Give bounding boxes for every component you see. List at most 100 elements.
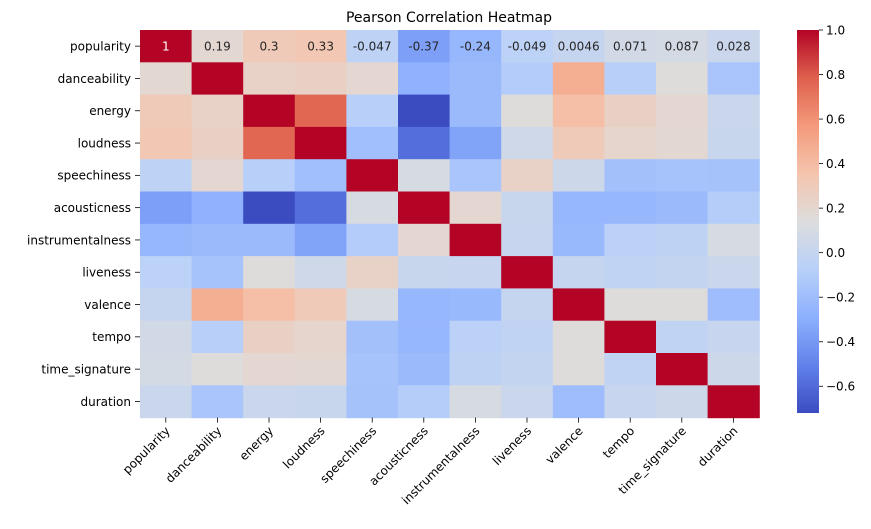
y-tick-label: speechiness — [57, 169, 131, 183]
heatmap-cell — [346, 320, 399, 354]
cell-value-label: -0.37 — [408, 40, 439, 54]
heatmap-cell — [243, 94, 296, 128]
heatmap-cell — [656, 94, 709, 128]
colorbar: 1.0 0.8 0.6 0.4 0.2 0.0 −0.2 −0.4 −0.6 — [797, 23, 855, 413]
heatmap-cell — [501, 353, 554, 386]
heatmap-cell — [294, 62, 347, 96]
x-tick-label: energy — [237, 424, 276, 463]
heatmap-cell — [656, 320, 709, 354]
heatmap-cell — [398, 223, 451, 257]
heatmap-cell — [140, 256, 193, 289]
y-tick-label: duration — [81, 395, 132, 409]
heatmap-cell — [656, 353, 709, 386]
heatmap-cell — [656, 126, 709, 160]
heatmap-cell — [243, 223, 296, 257]
heatmap-cell — [604, 159, 657, 193]
heatmap-cell — [346, 288, 399, 322]
heatmap-cell — [552, 191, 605, 225]
cell-value-label: 0.071 — [613, 40, 647, 54]
heatmap-cell — [243, 62, 296, 96]
heatmap-cell — [346, 353, 399, 386]
cell-value-label: 1 — [162, 40, 170, 54]
heatmap-cell — [604, 30, 657, 63]
heatmap-cell — [243, 353, 296, 386]
y-tick-label: popularity — [70, 39, 131, 53]
heatmap-cell — [294, 353, 347, 386]
heatmap-cell — [604, 256, 657, 289]
y-axis-ticks: popularity danceability energy loudness spee… — [27, 39, 140, 409]
cell-value-label: 0.33 — [307, 40, 334, 54]
heatmap-cell — [191, 320, 244, 354]
heatmap-cell — [707, 385, 760, 419]
heatmap-cell — [707, 62, 760, 96]
heatmap-cell — [501, 94, 554, 128]
heatmap-cell — [398, 353, 451, 386]
heatmap-cell — [707, 288, 760, 322]
cell-value-label: 0.19 — [204, 40, 231, 54]
heatmap-cell — [294, 126, 347, 160]
heatmap-cell — [191, 94, 244, 128]
heatmap-cell — [707, 159, 760, 193]
heatmap-cell — [707, 320, 760, 354]
heatmap-cell — [552, 256, 605, 289]
colorbar-tick-label: 0.8 — [826, 68, 845, 82]
x-tick-label: tempo — [600, 424, 637, 461]
heatmap-cell — [140, 126, 193, 160]
heatmap-cell — [656, 223, 709, 257]
heatmap-cell — [501, 159, 554, 193]
heatmap-cell — [398, 159, 451, 193]
heatmap-cell — [191, 353, 244, 386]
heatmap-cell — [191, 223, 244, 257]
heatmap-cell — [656, 288, 709, 322]
heatmap-cell — [449, 288, 502, 322]
heatmap-cell — [449, 191, 502, 225]
heatmap-cell — [243, 30, 296, 63]
heatmap-cell — [140, 191, 193, 225]
heatmap-cell — [398, 62, 451, 96]
heatmap-cell — [707, 191, 760, 225]
heatmap-cell — [501, 256, 554, 289]
heatmap-cell — [191, 191, 244, 225]
heatmap-cell — [346, 191, 399, 225]
cell-value-label: 0.3 — [259, 40, 278, 54]
cell-value-label: -0.24 — [460, 40, 491, 54]
heatmap-cell — [140, 30, 193, 63]
x-tick-label: loudness — [280, 424, 328, 472]
heatmap-cell — [449, 353, 502, 386]
heatmap-cell — [294, 159, 347, 193]
heatmap-cell — [294, 320, 347, 354]
heatmap-cell — [501, 191, 554, 225]
chart-title: Pearson Correlation Heatmap — [346, 10, 552, 26]
heatmap-cell — [398, 94, 451, 128]
heatmap-cell — [243, 320, 296, 354]
heatmap-cell — [398, 191, 451, 225]
heatmap-cell — [604, 62, 657, 96]
cell-value-label: 0.087 — [665, 40, 699, 54]
heatmap-cell — [707, 94, 760, 128]
heatmap-cell — [707, 126, 760, 160]
heatmap-cell — [243, 256, 296, 289]
heatmap-cell — [707, 353, 760, 386]
heatmap-cell — [294, 385, 347, 419]
heatmap-cell — [501, 385, 554, 419]
heatmap-cell — [243, 191, 296, 225]
colorbar-tick-label: −0.6 — [826, 380, 855, 394]
heatmap-cell — [294, 30, 347, 63]
heatmap-cell — [346, 256, 399, 289]
y-tick-label: tempo — [92, 330, 131, 344]
heatmap-cell — [243, 385, 296, 419]
heatmap-cell — [294, 94, 347, 128]
heatmap-cell — [552, 320, 605, 354]
heatmap-cell — [140, 288, 193, 322]
heatmap-cell — [449, 385, 502, 419]
heatmap-cell — [346, 126, 399, 160]
heatmap-cell — [656, 256, 709, 289]
heatmap-cell — [191, 30, 244, 63]
heatmap-cell — [294, 256, 347, 289]
heatmap-cell — [346, 62, 399, 96]
heatmap-cell — [140, 385, 193, 419]
heatmap-cell — [604, 288, 657, 322]
heatmap-cell — [346, 223, 399, 257]
heatmap-cell — [398, 256, 451, 289]
